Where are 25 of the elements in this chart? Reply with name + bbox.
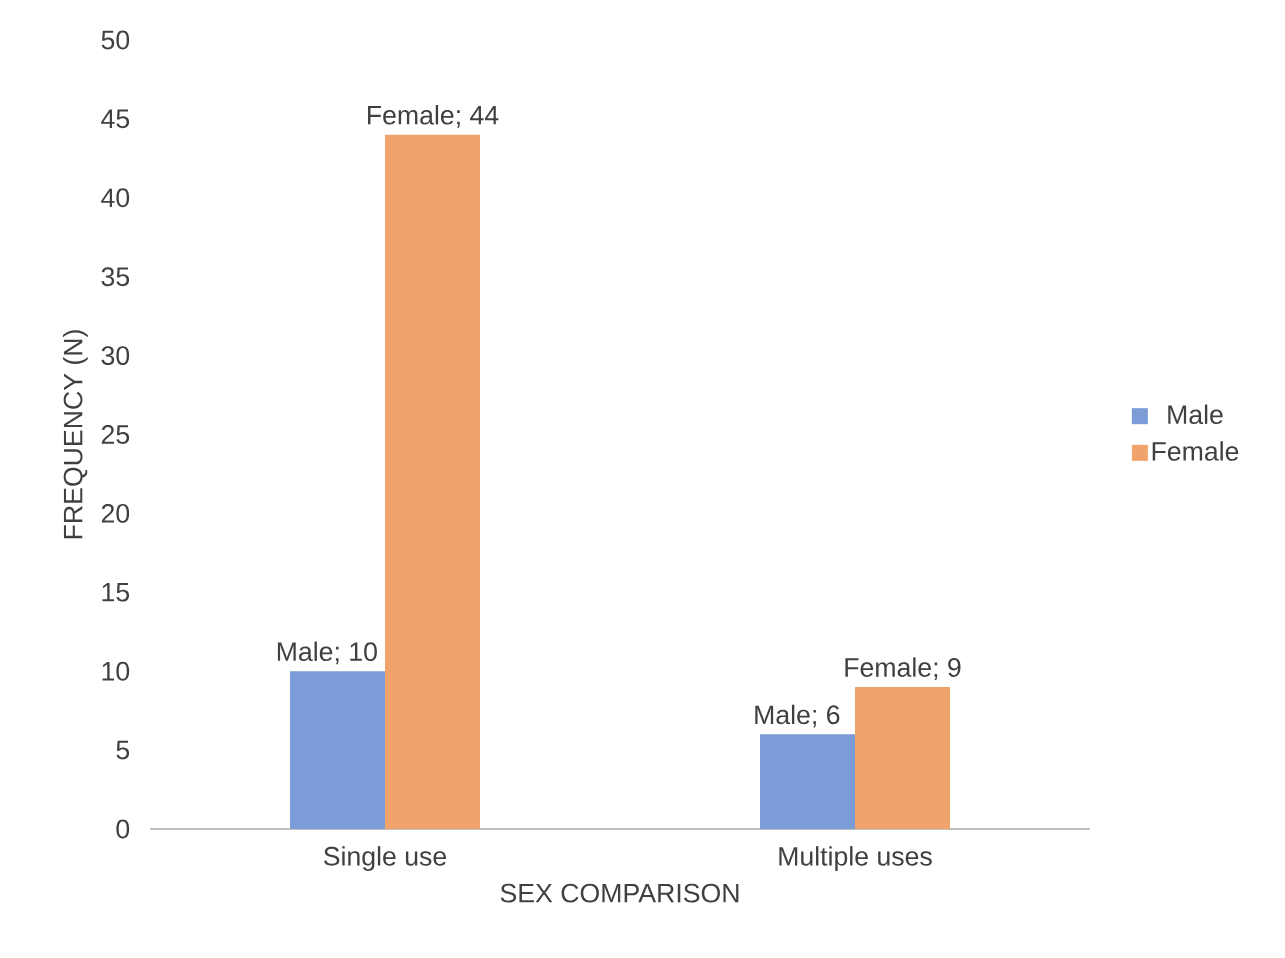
- y-tick-label: 40: [101, 188, 130, 208]
- x-tick-label: Single use: [323, 846, 447, 872]
- y-tick-label: 30: [101, 346, 130, 366]
- y-tick-label: 50: [101, 30, 130, 50]
- x-axis-title: SEX COMPARISON: [500, 883, 739, 903]
- bar: [855, 686, 951, 829]
- bar: [760, 734, 856, 829]
- data-label: Male; 10: [277, 641, 377, 665]
- data-label: Female; 9: [845, 657, 961, 681]
- y-tick-label: 35: [101, 267, 130, 287]
- legend-label: Male: [1168, 404, 1223, 425]
- y-tick-label: 20: [101, 503, 130, 523]
- data-label: Male; 6: [755, 704, 840, 728]
- y-tick-label: 0: [116, 819, 130, 839]
- y-tick-label: 45: [101, 109, 130, 129]
- bar: [290, 671, 385, 829]
- y-tick-label: 15: [102, 583, 130, 602]
- y-axis-title: FREQUENCY (N): [62, 330, 88, 539]
- y-tick-label: 25: [101, 425, 130, 444]
- x-tick-label: Multiple uses: [779, 846, 932, 872]
- y-tick-label: 5: [116, 740, 130, 760]
- data-label: Female; 44: [367, 105, 499, 128]
- y-tick-label: 10: [102, 661, 130, 681]
- bar: [385, 134, 480, 829]
- legend-label: Female: [1152, 441, 1239, 461]
